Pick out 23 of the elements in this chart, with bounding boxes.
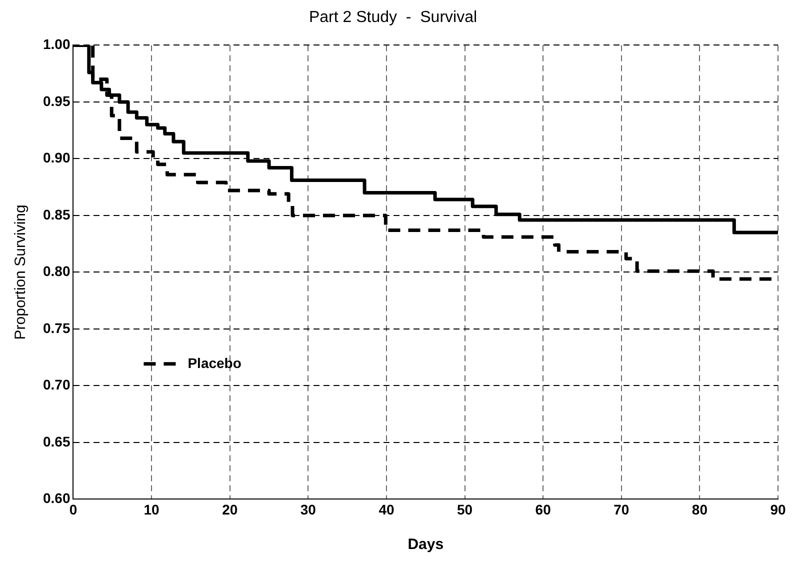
x-tick-label: 80	[692, 501, 708, 518]
y-tick-label: 0.65	[43, 433, 70, 450]
x-tick-label: 0	[69, 501, 78, 518]
x-tick-label: 90	[770, 501, 786, 518]
y-tick-label: 0.90	[43, 150, 70, 166]
x-tick-label: 50	[456, 501, 473, 518]
y-tick-label: 0.75	[43, 320, 70, 336]
x-tick-label: 30	[300, 501, 316, 518]
y-tick-label: 0.95	[43, 92, 70, 109]
x-tick-label: 10	[144, 501, 160, 518]
y-axis-title: Proportion Surviving	[12, 204, 30, 340]
x-tick-label: 40	[378, 501, 394, 518]
y-tick-label: 0.85	[43, 206, 70, 222]
x-tick-label: 20	[222, 501, 238, 518]
y-tick-label: 0.60	[43, 490, 70, 506]
chart-title: Part 2 Study - Survival	[308, 9, 478, 26]
y-tick-label: 0.80	[43, 263, 70, 280]
x-tick-label: 70	[614, 501, 630, 518]
x-tick-label: 60	[535, 501, 552, 518]
x-axis-title: Days	[408, 536, 444, 554]
y-tick-label: 0.70	[43, 376, 70, 393]
legend-label: Placebo	[188, 354, 242, 371]
y-tick-label: 1.00	[43, 36, 70, 52]
